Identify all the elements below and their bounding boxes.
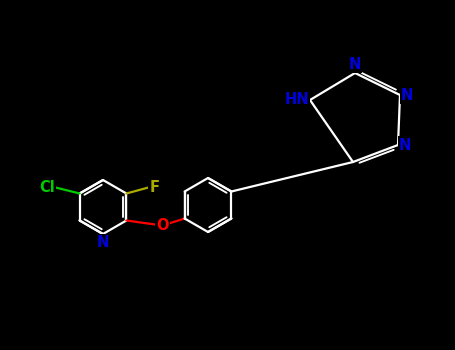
Text: N: N (399, 138, 411, 153)
Text: N: N (349, 57, 361, 72)
Text: Cl: Cl (39, 180, 55, 195)
Text: F: F (149, 180, 159, 195)
Text: N: N (401, 88, 414, 103)
Text: HN: HN (284, 92, 309, 107)
Text: N: N (97, 235, 109, 250)
Text: O: O (156, 218, 169, 233)
